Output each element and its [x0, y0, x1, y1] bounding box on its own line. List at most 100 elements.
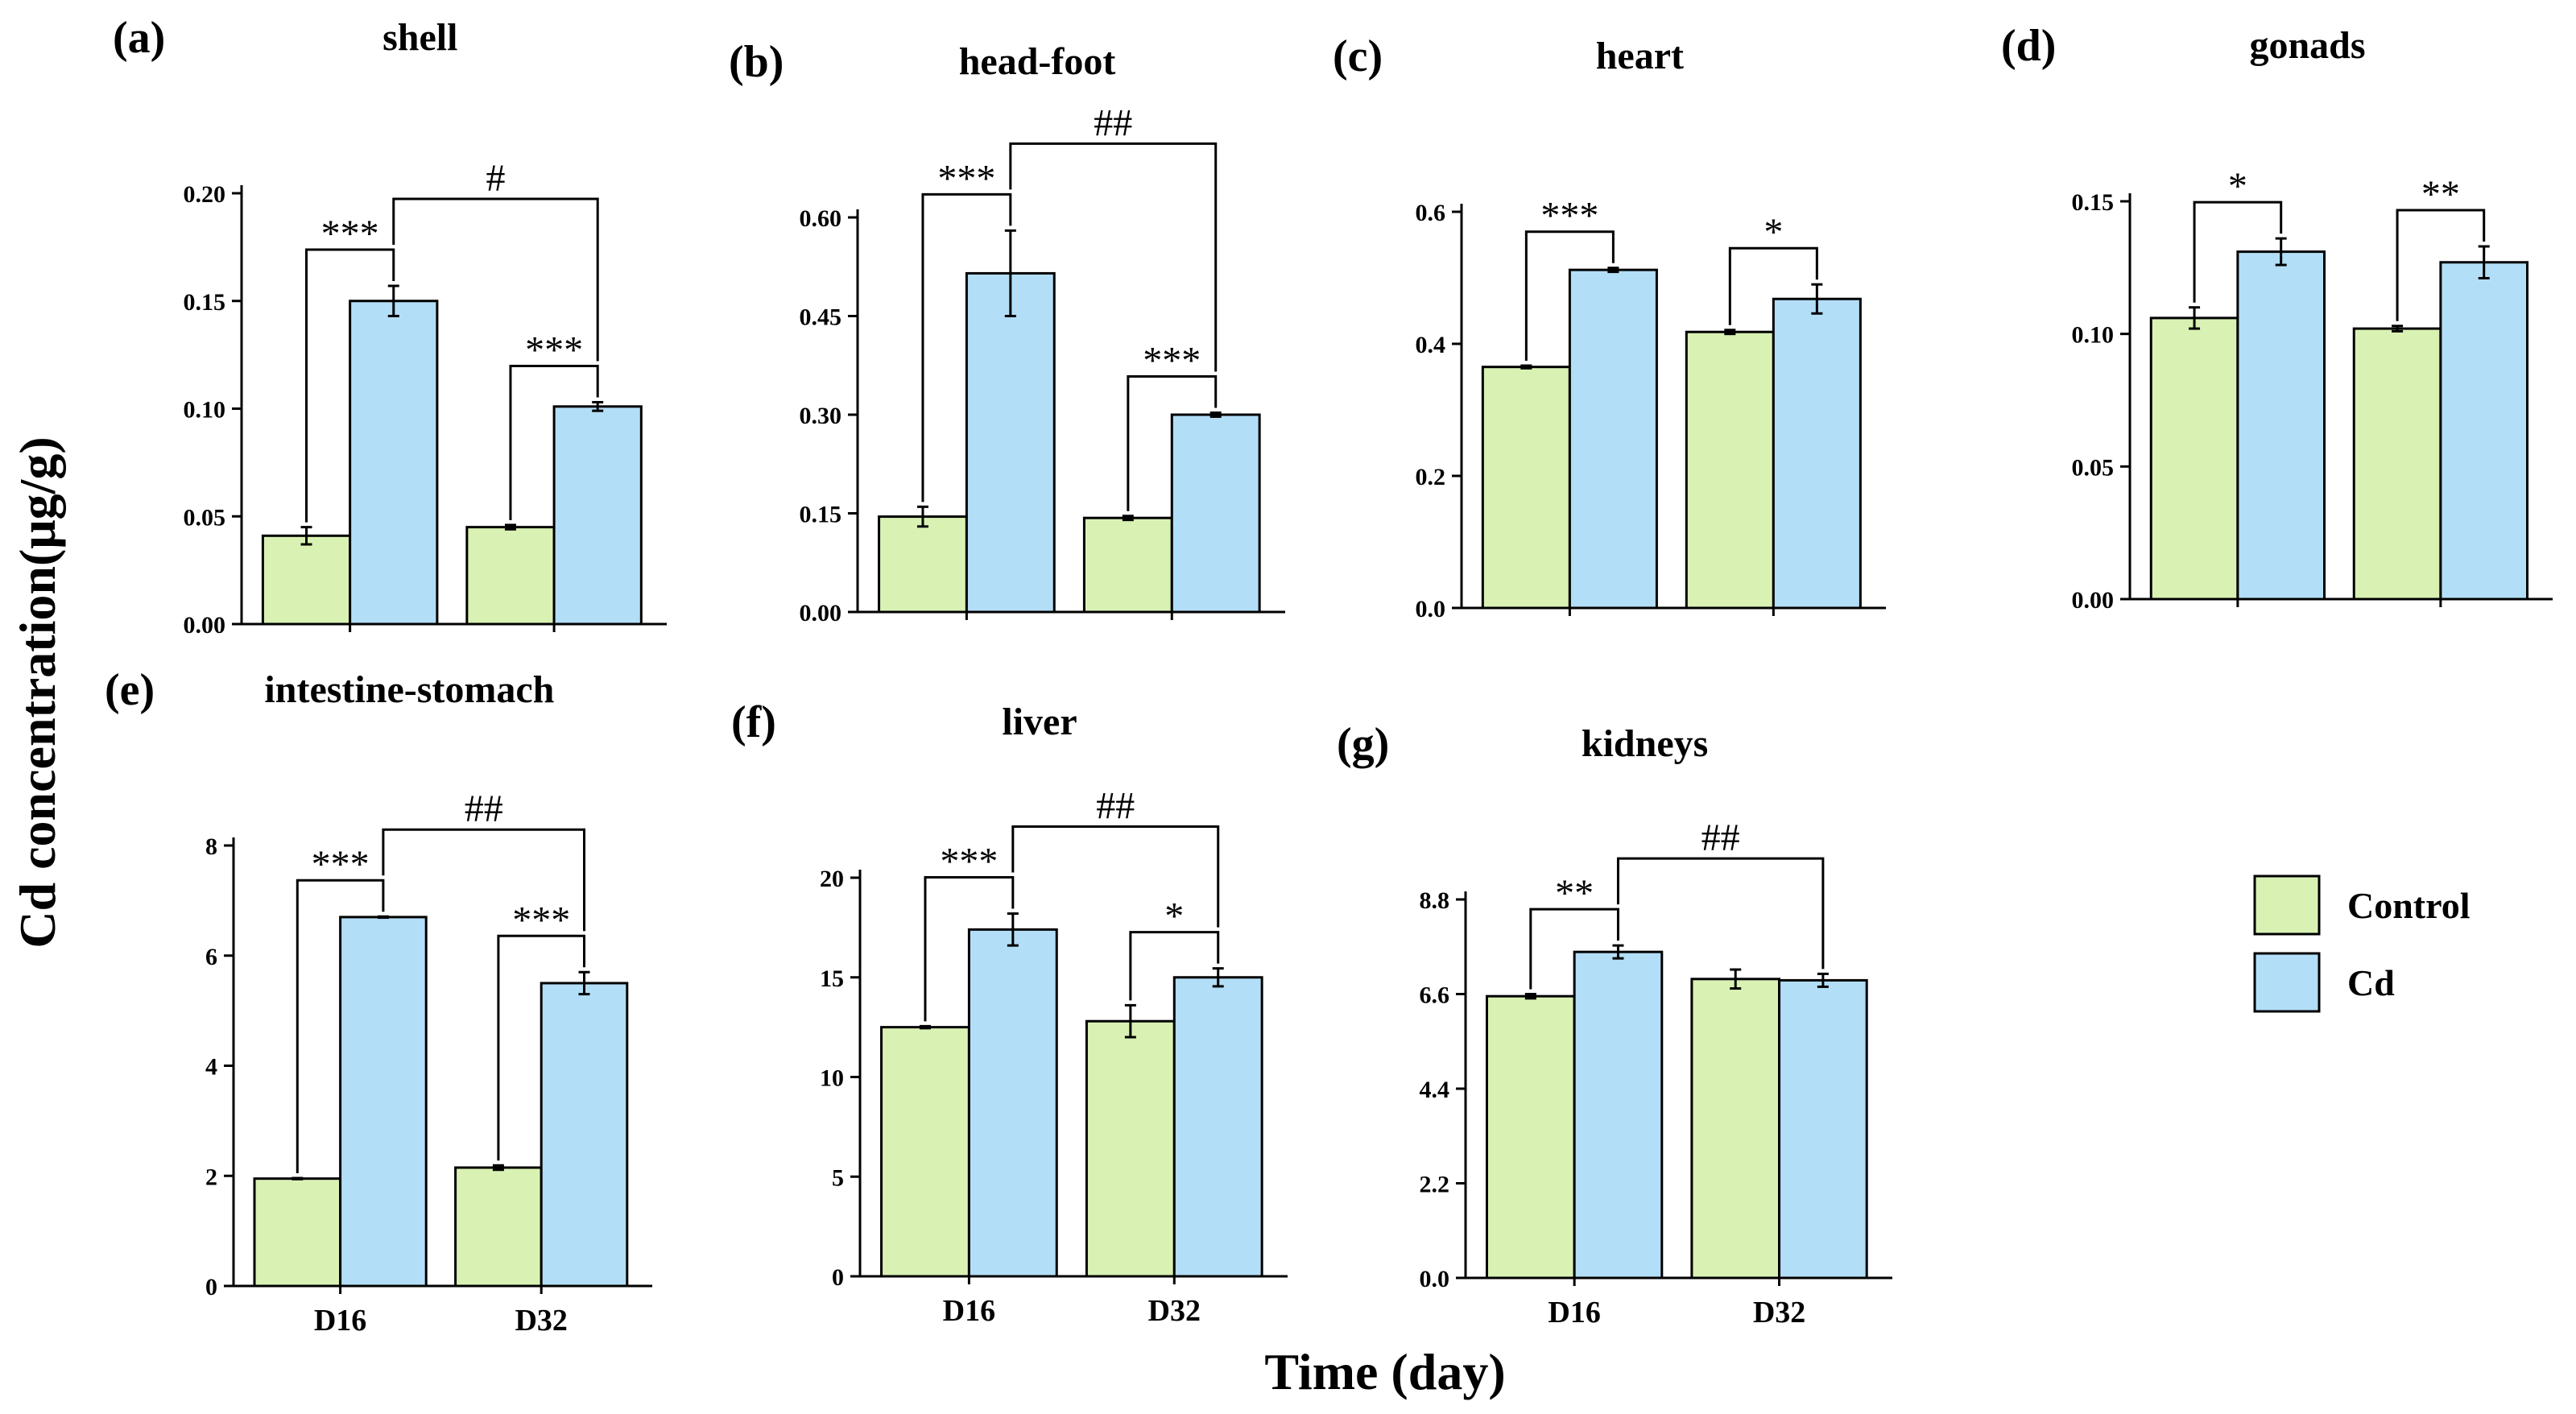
panel-e: (e) intestine-stomach 0 2 4 6 8 D16 D32 *** *** ##	[105, 665, 652, 1338]
bar-control-d16	[253, 1177, 342, 1288]
bar-cd-d32	[540, 982, 629, 1288]
panel-letter: (f)	[731, 697, 776, 747]
significance-bracket	[1129, 931, 1220, 1001]
y-tick-label: 0.00	[184, 612, 226, 639]
y-tick-label: 4.4	[1420, 1077, 1450, 1103]
y-tick-label: 0.2	[1416, 464, 1446, 490]
bar-cd-d32	[1778, 978, 1868, 1280]
panel-a: (a) shell 0.00 0.05 0.10 0.15 0.20 *** *** #	[113, 13, 667, 639]
significance-label: ***	[940, 841, 998, 883]
bar-control-d32	[2352, 327, 2442, 601]
significance-bracket	[2193, 201, 2283, 303]
y-tick-label: 0.00	[800, 600, 842, 626]
x-tick-label: D16	[314, 1304, 366, 1338]
x-tick-label: D16	[943, 1294, 995, 1328]
significance-bracket	[1728, 246, 1818, 325]
bar-control-d16	[261, 534, 352, 626]
y-tick-label: 0.15	[800, 502, 842, 528]
y-tick-label: 0.10	[184, 397, 226, 424]
bar-control-d16	[1481, 366, 1571, 610]
y-tick-label: 8	[205, 833, 217, 860]
panel-title: shell	[382, 16, 457, 59]
y-tick-label: 0.05	[2072, 454, 2115, 481]
between-group-label: ##	[1094, 101, 1132, 144]
y-tick-label: 5	[832, 1164, 844, 1191]
bar-control-d32	[1690, 978, 1781, 1280]
bar-control-d16	[880, 1026, 970, 1278]
y-tick-label: 0	[832, 1264, 844, 1291]
y-tick-label: 0.30	[800, 403, 842, 429]
bar-cd-d32	[1172, 976, 1263, 1278]
x-tick-label: D32	[1148, 1294, 1201, 1328]
legend-swatch-cd	[2253, 952, 2321, 1013]
significance-label: ***	[525, 329, 583, 371]
bar-cd-d16	[349, 300, 439, 626]
y-tick-label: 0	[205, 1274, 217, 1300]
y-tick-label: 0.0	[1416, 596, 1446, 622]
panel-letter: (b)	[729, 37, 784, 87]
panel-b: (b) head-foot 0.00 0.15 0.30 0.45 0.60 *** *** ##	[729, 37, 1285, 626]
y-tick-label: 6.6	[1420, 982, 1450, 1009]
between-group-label: #	[486, 157, 505, 200]
bar-control-d32	[1685, 330, 1775, 610]
bar-control-d16	[878, 515, 968, 614]
y-tick-label: 10	[820, 1065, 844, 1092]
y-tick-label: 0.15	[2072, 189, 2115, 216]
y-tick-label: 0.60	[800, 205, 842, 232]
panel-letter: (g)	[1337, 719, 1389, 769]
y-tick-label: 2	[205, 1164, 217, 1190]
y-tick-label: 0.6	[1416, 200, 1446, 226]
significance-bracket	[305, 248, 395, 523]
panel-title: intestine-stomach	[264, 668, 554, 711]
x-tick-label: D32	[515, 1304, 567, 1338]
legend-label-control: Control	[2347, 885, 2471, 926]
y-tick-label: 0.10	[2072, 322, 2115, 349]
significance-bracket	[1529, 908, 1619, 990]
significance-bracket	[497, 934, 585, 1161]
significance-bracket	[1127, 375, 1218, 511]
y-tick-label: 15	[820, 965, 844, 992]
significance-bracket	[924, 876, 1015, 1022]
bar-cd-d16	[965, 271, 1056, 614]
bar-control-d32	[1085, 1019, 1176, 1278]
significance-label: *	[1164, 895, 1184, 938]
y-tick-label: 8.8	[1420, 887, 1450, 914]
significance-label: *	[2228, 165, 2247, 208]
bar-cd-d16	[1573, 950, 1664, 1280]
significance-label: **	[2421, 173, 2460, 216]
significance-bracket	[1524, 230, 1615, 362]
panel-letter: (d)	[2001, 21, 2056, 71]
significance-label: ***	[937, 157, 995, 200]
panel-title: liver	[1002, 701, 1077, 743]
significance-bracket	[296, 879, 385, 1173]
y-tick-label: 20	[820, 866, 844, 892]
bar-cd-d32	[1772, 297, 1862, 610]
between-group-bracket	[392, 197, 599, 362]
y-tick-label: 0.45	[800, 304, 842, 331]
bar-cd-d32	[1170, 413, 1261, 614]
panel-title: kidneys	[1582, 722, 1708, 765]
between-group-label: ##	[1701, 817, 1740, 859]
bar-control-d32	[454, 1166, 543, 1288]
bar-control-d32	[1082, 516, 1173, 614]
bar-cd-d16	[339, 916, 428, 1288]
significance-label: ***	[1540, 195, 1598, 238]
x-tick-label: D32	[1753, 1296, 1805, 1329]
panel-letter: (a)	[113, 13, 165, 63]
y-tick-label: 0.0	[1420, 1266, 1450, 1292]
panel-g: (g) kidneys 0.0 2.2 4.4 6.6 8.8 D16 D32 ** ##	[1337, 719, 1892, 1329]
bar-control-d32	[465, 526, 556, 626]
panel-title: head-foot	[959, 40, 1116, 83]
y-tick-label: 2.2	[1420, 1172, 1450, 1198]
bar-control-d16	[1486, 994, 1576, 1280]
y-tick-label: 4	[205, 1054, 217, 1081]
bar-cd-d16	[2236, 250, 2326, 601]
significance-bracket	[2396, 209, 2486, 321]
significance-label: ***	[312, 843, 370, 886]
y-tick-label: 0.05	[184, 504, 226, 531]
significance-label: ***	[512, 899, 570, 941]
